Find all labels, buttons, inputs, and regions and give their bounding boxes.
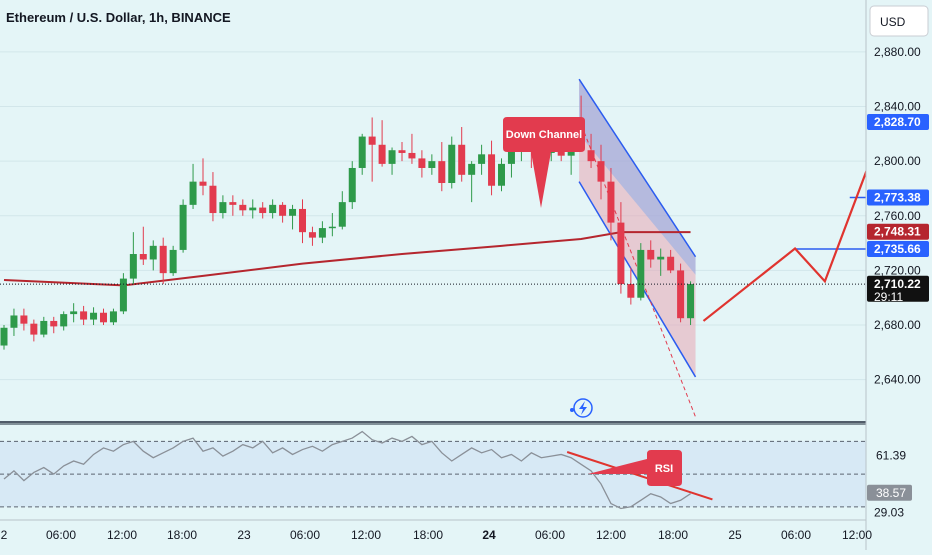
- price-tick-label: 2,800.00: [874, 154, 921, 168]
- price-tag: 2,735.66: [867, 241, 929, 257]
- time-tick-label: 06:00: [781, 528, 811, 542]
- svg-text:2,735.66: 2,735.66: [874, 242, 921, 256]
- time-tick-label: 24: [482, 528, 496, 542]
- rsi-current-label: 38.57: [876, 486, 906, 500]
- rsi-pane: [0, 432, 866, 509]
- candle: [120, 273, 127, 314]
- time-tick-label: 06:00: [46, 528, 76, 542]
- down-channel-label: Down Channel: [506, 129, 582, 141]
- time-tick-label: 06:00: [535, 528, 565, 542]
- rsi-lower-label: 29.03: [874, 505, 904, 519]
- price-tag: 2,773.38: [867, 190, 929, 206]
- time-tick-label: 12:00: [842, 528, 872, 542]
- time-tick-label: 12:00: [107, 528, 137, 542]
- countdown-label: 29:11: [874, 290, 903, 304]
- price-tick-label: 2,680.00: [874, 318, 921, 332]
- time-tick-label: 12:00: [596, 528, 626, 542]
- candle: [637, 243, 644, 300]
- chart-title: Ethereum / U.S. Dollar, 1h, BINANCE: [6, 10, 231, 25]
- price-tag: 2,748.31: [867, 224, 929, 240]
- svg-text:2,710.22: 2,710.22: [874, 277, 921, 291]
- candle: [677, 264, 684, 323]
- candle: [180, 199, 187, 252]
- candle: [170, 246, 177, 276]
- price-tick-label: 2,880.00: [874, 45, 921, 59]
- candle: [349, 161, 356, 209]
- time-tick-label: 18:00: [167, 528, 197, 542]
- price-tick-label: 2,760.00: [874, 209, 921, 223]
- svg-text:2,773.38: 2,773.38: [874, 191, 921, 205]
- rsi-callout-label: RSI: [655, 463, 673, 475]
- time-tick-label: 12:00: [351, 528, 381, 542]
- price-tick-label: 2,640.00: [874, 373, 921, 387]
- svg-text:2,748.31: 2,748.31: [874, 225, 921, 239]
- currency-label: USD: [880, 15, 906, 29]
- svg-text:2,828.70: 2,828.70: [874, 115, 921, 129]
- time-tick-label: 25: [728, 528, 742, 542]
- time-tick-label: 18:00: [658, 528, 688, 542]
- rsi-upper-label: 61.39: [876, 448, 906, 462]
- price-tick-label: 2,720.00: [874, 263, 921, 277]
- currency-button[interactable]: USD: [870, 6, 928, 36]
- time-tick-label: 18:00: [413, 528, 443, 542]
- time-tick-label: 06:00: [290, 528, 320, 542]
- time-tick-label: 23: [237, 528, 251, 542]
- price-tag: 2,828.70: [867, 114, 929, 130]
- price-tick-label: 2,840.00: [874, 100, 921, 114]
- price-axis[interactable]: 2,640.00 2,680.00 2,720.00 2,760.00 2,800.00…: [866, 0, 932, 550]
- time-tick-label: 2: [1, 528, 8, 542]
